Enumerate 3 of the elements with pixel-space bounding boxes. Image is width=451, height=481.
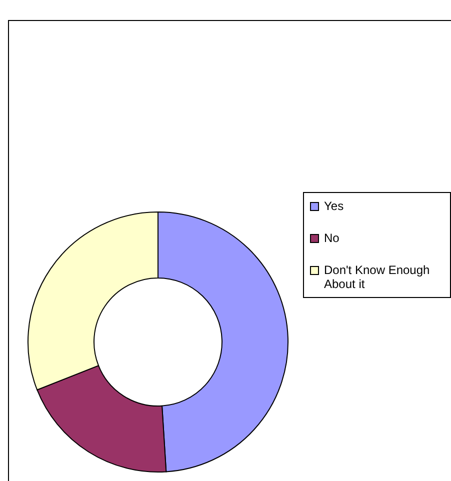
legend-label: Don't Know Enough About it bbox=[324, 262, 431, 290]
legend-label: No bbox=[324, 230, 340, 244]
legend-label: Yes bbox=[324, 198, 344, 212]
